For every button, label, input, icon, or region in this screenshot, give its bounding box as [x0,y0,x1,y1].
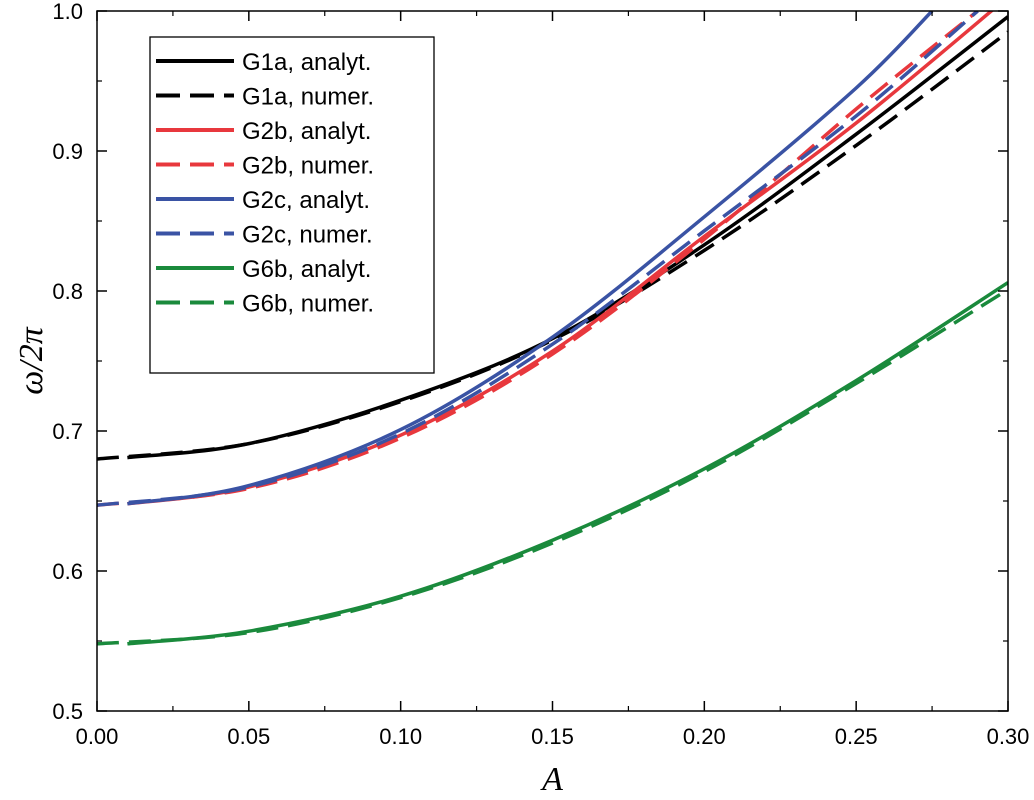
x-tick-label: 0.05 [227,724,270,749]
series-line-4 [127,11,934,506]
legend-label: G1a, analyt. [242,49,371,76]
legend-label: G2c, analyt. [242,187,370,214]
series-line-1 [97,30,1008,461]
x-tick-label: 0.30 [987,724,1030,749]
y-tick-label: 0.6 [52,559,83,584]
legend-label: G1a, numer. [242,84,374,111]
x-axis-title: A [540,761,563,798]
x-tick-label: 0.25 [835,724,878,749]
y-tick-label: 0.9 [52,139,83,164]
series-line-6 [127,281,1008,646]
y-tick-label: 0.7 [52,419,83,444]
legend-label: G2c, numer. [242,222,373,249]
legend-label: G6b, numer. [242,291,374,318]
legend-label: G6b, analyt. [242,256,371,283]
y-tick-label: 0.5 [52,699,83,724]
legend-box [149,36,435,374]
series-line-7 [97,288,1008,646]
x-tick-label: 0.00 [76,724,119,749]
series-line-3 [97,11,979,507]
legend: G1a, analyt. G1a, numer. G2b, analyt. G2b, … [149,36,435,374]
legend-label: G2b, numer. [242,153,374,180]
x-tick-label: 0.15 [531,724,574,749]
legend-label: G2b, analyt. [242,118,371,145]
y-tick-label: 0.8 [52,279,83,304]
x-tick-label: 0.20 [683,724,726,749]
y-tick-label: 1.0 [52,0,83,24]
x-tick-label: 0.10 [379,724,422,749]
series-line-5 [97,11,979,507]
y-axis-title: ω/2π [13,326,50,394]
